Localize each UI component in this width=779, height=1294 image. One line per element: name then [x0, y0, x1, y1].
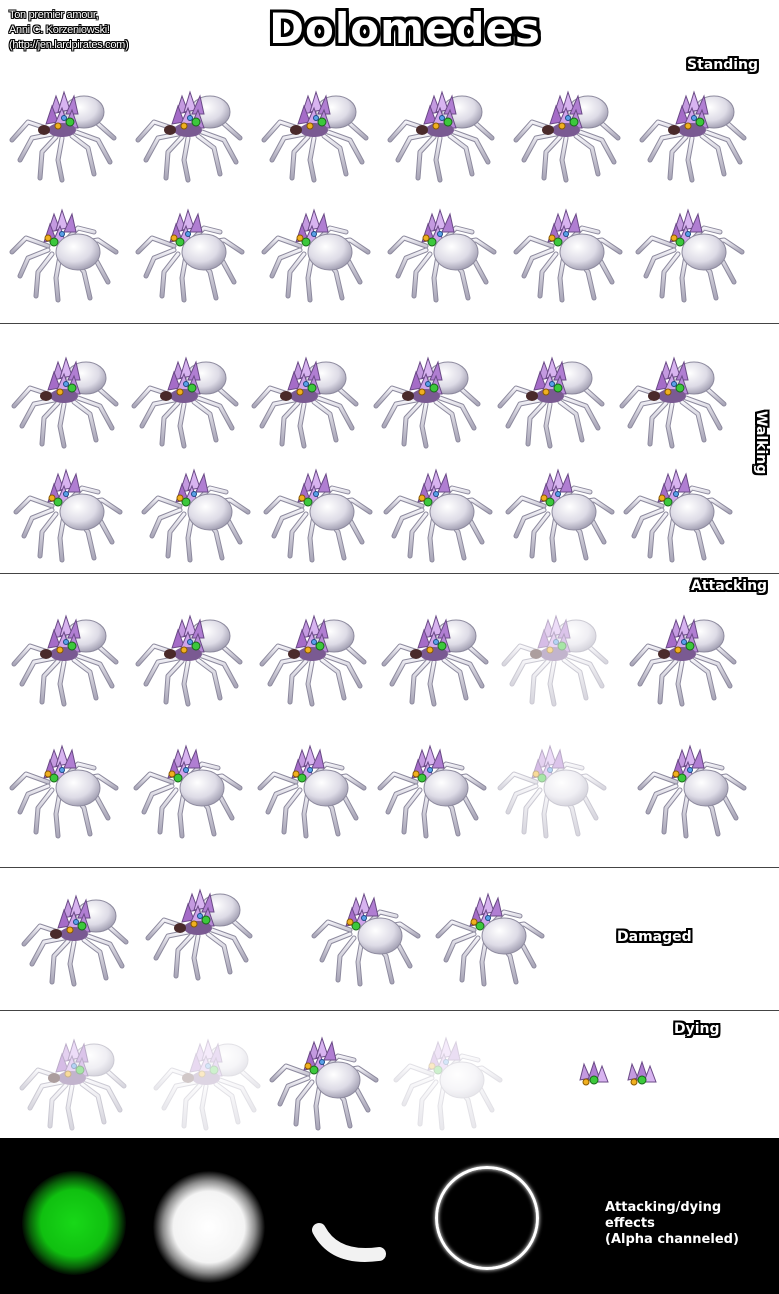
attacking-frame — [256, 738, 366, 838]
effects-caption-line-3: (Alpha channeled) — [605, 1232, 739, 1247]
attacking-frame — [498, 606, 608, 706]
attacking-frame — [636, 738, 746, 838]
standing-frame — [260, 202, 370, 302]
attacking-frame — [256, 606, 366, 706]
walking-frame — [262, 462, 372, 562]
section-divider — [0, 323, 779, 324]
attacking-frame — [132, 738, 242, 838]
section-label-dying: Dying — [674, 1021, 720, 1037]
attacking-frame — [378, 606, 488, 706]
dying-frame — [150, 1030, 260, 1130]
section-label-damaged: Damaged — [617, 929, 692, 945]
credits: Ton premier amour, Anni C. Korzeniowski!… — [9, 8, 129, 53]
effects-caption-line-2: effects — [605, 1216, 655, 1231]
walking-frame — [128, 348, 238, 448]
section-label-standing: Standing — [687, 57, 758, 73]
walking-frame — [248, 348, 358, 448]
sheet-title: Dolomedes — [269, 4, 541, 53]
slash-arc-effect — [305, 1198, 395, 1288]
damaged-frame — [18, 886, 128, 986]
green-glow-effect — [22, 1171, 126, 1275]
effects-caption: Attacking/dying effects (Alpha channeled… — [605, 1200, 739, 1248]
attacking-frame — [376, 738, 486, 838]
dying-frame — [16, 1030, 126, 1130]
credits-line-1: Ton premier amour, — [9, 9, 99, 21]
damaged-frame — [434, 886, 544, 986]
walking-frame — [140, 462, 250, 562]
standing-frame — [512, 202, 622, 302]
credits-line-3: (http://jen.lardpirates.com) — [9, 39, 129, 51]
credits-line-2: Anni C. Korzeniowski! — [9, 24, 110, 36]
section-divider — [0, 573, 779, 574]
walking-frame — [382, 462, 492, 562]
standing-frame — [634, 202, 744, 302]
walking-frame — [370, 348, 480, 448]
section-divider — [0, 1010, 779, 1011]
standing-frame — [386, 202, 496, 302]
standing-frame — [510, 82, 620, 182]
effects-panel: Attacking/dying effects (Alpha channeled… — [0, 1138, 779, 1294]
walking-frame — [504, 462, 614, 562]
damaged-frame — [310, 886, 420, 986]
dying-frame — [268, 1030, 378, 1130]
standing-frame — [384, 82, 494, 182]
section-label-attacking: Attacking — [691, 578, 768, 594]
section-divider — [0, 867, 779, 868]
walking-frame — [622, 462, 732, 562]
standing-frame — [258, 82, 368, 182]
damaged-frame — [142, 880, 252, 980]
attacking-frame — [8, 738, 118, 838]
walking-frame — [616, 348, 726, 448]
attacking-frame — [626, 606, 736, 706]
standing-frame — [132, 82, 242, 182]
standing-frame — [8, 202, 118, 302]
ring-effect — [435, 1166, 539, 1270]
attacking-frame — [496, 738, 606, 838]
standing-frame — [636, 82, 746, 182]
walking-frame — [494, 348, 604, 448]
dying-frame — [392, 1030, 502, 1130]
standing-frame — [134, 202, 244, 302]
effects-caption-line-1: Attacking/dying — [605, 1200, 722, 1215]
walking-frame — [12, 462, 122, 562]
white-glow-effect — [153, 1171, 265, 1283]
attacking-frame — [132, 606, 242, 706]
walking-frame — [8, 348, 118, 448]
section-label-walking: Walking — [753, 411, 769, 475]
standing-frame — [6, 82, 116, 182]
crystal-remains — [576, 1058, 612, 1090]
crystal-remains — [624, 1058, 660, 1090]
attacking-frame — [8, 606, 118, 706]
